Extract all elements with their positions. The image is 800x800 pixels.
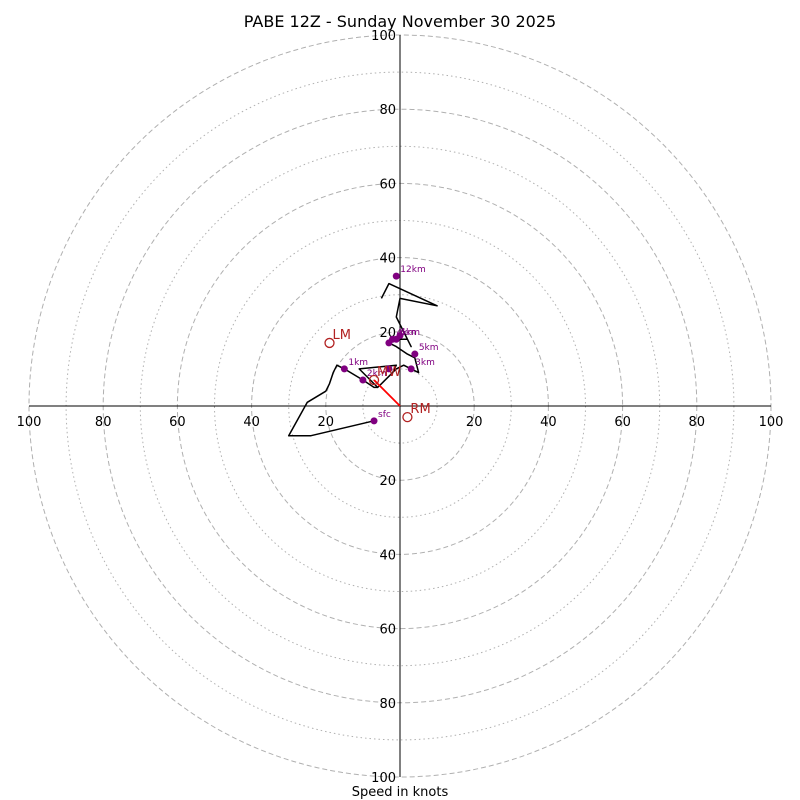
height-marker-12km xyxy=(392,272,400,280)
tick-label-left-60: 60 xyxy=(169,415,186,430)
wind-trace xyxy=(287,282,438,437)
tick-label-bottom-40: 40 xyxy=(379,548,396,563)
tick-label-right-80: 80 xyxy=(689,415,706,430)
shear-vector-line xyxy=(373,379,401,407)
chart-title: PABE 12Z - Sunday November 30 2025 xyxy=(244,12,556,31)
tick-label-bottom-20: 20 xyxy=(379,474,396,489)
tick-label-bottom-60: 60 xyxy=(379,623,396,638)
tick-label-right-40: 40 xyxy=(540,415,557,430)
storm-motion-marker-mw xyxy=(368,374,380,386)
storm-motion-marker-lm xyxy=(324,337,335,349)
height-label-12km: 12km xyxy=(400,265,425,275)
height-marker-point-9 xyxy=(385,365,393,373)
storm-motion-label-mw: MW xyxy=(377,365,401,380)
tick-label-right-100: 100 xyxy=(759,415,784,430)
tick-label-left-20: 20 xyxy=(318,415,335,430)
tick-label-bottom-80: 80 xyxy=(379,697,396,712)
height-label-sfc: sfc xyxy=(378,410,391,420)
height-marker-5km xyxy=(411,350,419,358)
tick-label-top-40: 40 xyxy=(379,252,396,267)
tick-label-top-60: 60 xyxy=(379,177,396,192)
height-marker-1km xyxy=(340,365,348,373)
height-marker-point-8 xyxy=(396,332,404,340)
storm-motion-markers: LM MW RM xyxy=(324,328,431,423)
height-marker-sfc xyxy=(370,417,378,425)
height-label-1km: 1km xyxy=(348,358,368,368)
tick-label-top-80: 80 xyxy=(379,103,396,118)
height-label-3km: 3km xyxy=(415,358,435,368)
tick-label-left-40: 40 xyxy=(243,415,260,430)
shear-vector xyxy=(373,379,401,407)
tick-label-right-20: 20 xyxy=(466,415,483,430)
wind-trace-line xyxy=(287,282,438,437)
tick-label-top-100: 100 xyxy=(371,29,396,44)
storm-motion-marker-rm xyxy=(402,411,413,423)
tick-label-right-60: 60 xyxy=(614,415,631,430)
height-marker-point-7 xyxy=(385,339,393,347)
height-marker-2km xyxy=(359,376,367,384)
height-label-6km: 6km xyxy=(400,328,420,338)
storm-motion-label-rm: RM xyxy=(410,402,430,417)
x-axis-label: Speed in knots xyxy=(352,785,449,800)
height-label-5km: 5km xyxy=(419,343,439,353)
tick-label-bottom-100: 100 xyxy=(371,771,396,786)
height-marker-3km xyxy=(407,365,415,373)
tick-label-left-100: 100 xyxy=(17,415,42,430)
height-label-2km: 2km xyxy=(367,369,387,379)
height-label-4km: 4km xyxy=(397,328,417,338)
storm-motion-label-lm: LM xyxy=(333,328,351,343)
tick-label-left-80: 80 xyxy=(95,415,112,430)
